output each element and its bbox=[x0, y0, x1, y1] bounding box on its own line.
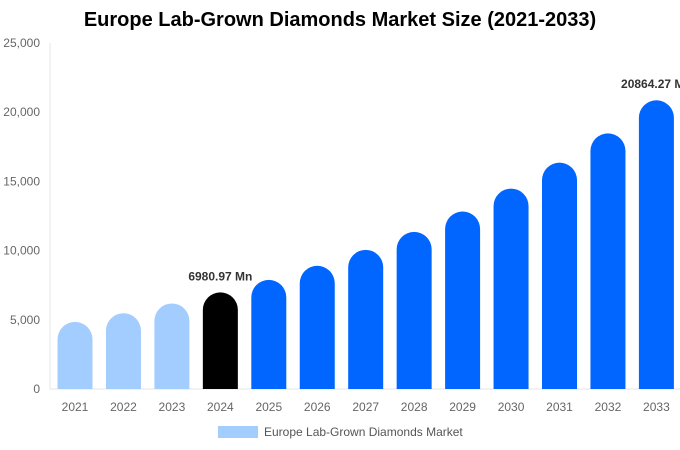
x-tick-label: 2033 bbox=[643, 400, 670, 414]
x-tick-label: 2025 bbox=[255, 400, 282, 414]
y-tick-label: 0 bbox=[33, 382, 40, 396]
x-tick-label: 2029 bbox=[449, 400, 476, 414]
bar-2021 bbox=[57, 321, 93, 389]
bar-2023 bbox=[154, 303, 190, 389]
y-tick-label: 10,000 bbox=[3, 244, 40, 258]
x-tick-label: 2024 bbox=[207, 400, 234, 414]
y-tick-label: 5,000 bbox=[10, 313, 40, 327]
x-tick-label: 2031 bbox=[546, 400, 573, 414]
x-tick-label: 2030 bbox=[498, 400, 525, 414]
x-tick-label: 2023 bbox=[159, 400, 186, 414]
x-tick-label: 2032 bbox=[595, 400, 622, 414]
y-tick-label: 15,000 bbox=[3, 174, 40, 188]
chart-title: Europe Lab-Grown Diamonds Market Size (2… bbox=[83, 9, 597, 31]
bar-2029 bbox=[445, 211, 481, 389]
bar-2028 bbox=[396, 231, 432, 389]
bar-2031 bbox=[542, 162, 577, 389]
x-tick-label: 2027 bbox=[352, 400, 379, 414]
data-label-2033: 20864.27 Mn bbox=[621, 77, 680, 91]
bar-2024 bbox=[202, 292, 238, 389]
y-tick-label: 20,000 bbox=[3, 105, 40, 119]
x-tick-label: 2022 bbox=[110, 400, 137, 414]
bar-2027 bbox=[348, 249, 384, 389]
data-label-2024: 6980.97 Mn bbox=[188, 269, 252, 283]
bar-2033 bbox=[638, 100, 674, 390]
x-tick-label: 2026 bbox=[304, 400, 331, 414]
legend-label: Europe Lab-Grown Diamonds Market bbox=[264, 425, 463, 439]
bar-2030 bbox=[493, 188, 529, 389]
bar-2025 bbox=[251, 279, 287, 389]
x-tick-label: 2021 bbox=[62, 400, 89, 414]
bar-2022 bbox=[105, 313, 141, 389]
legend: Europe Lab-Grown Diamonds Market bbox=[218, 425, 463, 439]
legend-swatch bbox=[218, 426, 258, 438]
bar-2026 bbox=[299, 265, 335, 389]
y-tick-label: 25,000 bbox=[3, 36, 40, 50]
x-tick-label: 2028 bbox=[401, 400, 428, 414]
bar-2032 bbox=[590, 133, 626, 389]
